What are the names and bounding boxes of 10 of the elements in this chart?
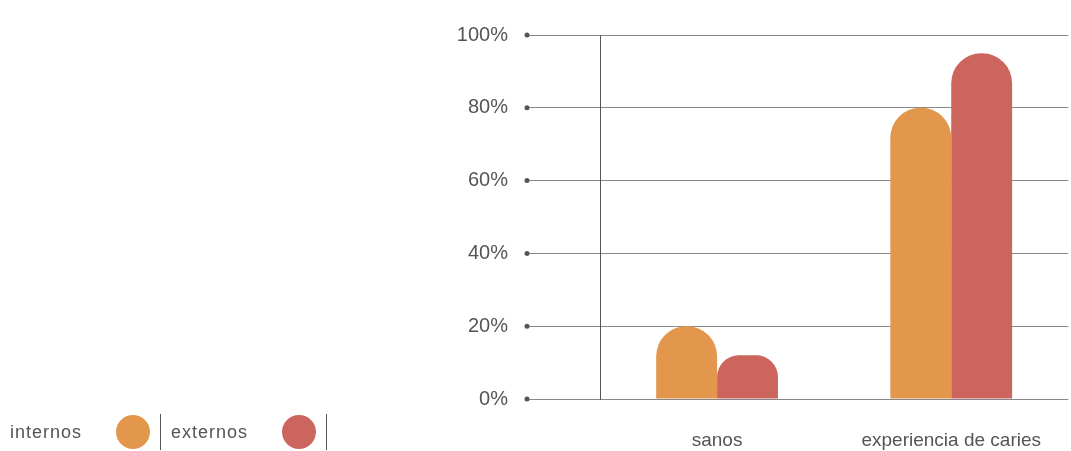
legend-label: internos <box>10 421 83 443</box>
x-tick-label: sanos <box>691 428 743 450</box>
legend-label: externos <box>171 421 249 443</box>
y-tick-label: 100% <box>456 22 509 45</box>
x-tick-label: experiencia de caries <box>861 428 1041 450</box>
y-tick-label: 40% <box>467 240 509 263</box>
y-tick-label: 80% <box>467 95 509 118</box>
y-tick-label: 60% <box>467 168 509 191</box>
y-tick-label: 20% <box>467 313 509 336</box>
y-tick-label: 0% <box>479 386 509 409</box>
